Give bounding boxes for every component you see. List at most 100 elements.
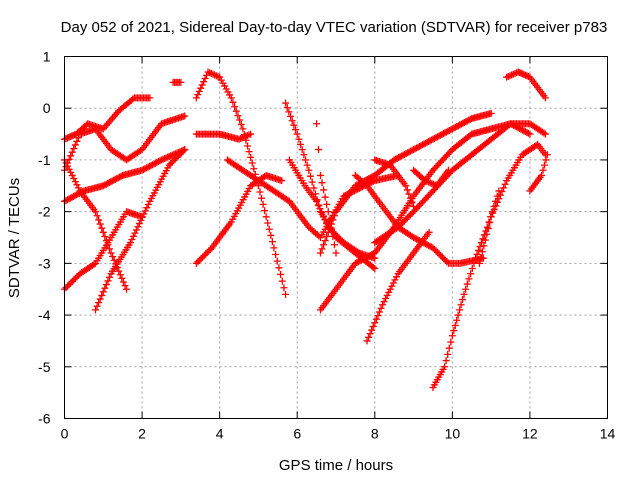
data-point [150, 160, 158, 168]
data-point [192, 259, 200, 267]
data-point [411, 145, 419, 153]
data-point [454, 311, 462, 319]
data-point [447, 126, 455, 134]
data-point [417, 142, 425, 150]
data-point [235, 135, 243, 143]
data-point [153, 158, 161, 166]
series-6 [92, 146, 189, 314]
data-point [366, 330, 374, 338]
data-point [192, 94, 200, 102]
data-point [402, 215, 410, 223]
data-point [201, 74, 209, 82]
data-point [285, 108, 293, 116]
data-point [199, 253, 207, 261]
data-point [177, 78, 185, 86]
data-point [438, 253, 446, 261]
data-point [264, 219, 272, 227]
data-point [463, 280, 471, 288]
data-point [468, 265, 476, 273]
data-point [165, 161, 173, 169]
data-point [315, 146, 323, 154]
y-tick-label: -5 [38, 359, 51, 375]
data-point [104, 277, 112, 285]
data-point [227, 94, 235, 102]
data-point [195, 87, 203, 95]
data-point [501, 180, 509, 188]
data-point [423, 241, 431, 249]
data-point [315, 232, 323, 240]
data-point [324, 228, 332, 236]
data-point [67, 168, 75, 176]
data-point [161, 155, 169, 163]
data-point [413, 235, 421, 243]
data-point [434, 248, 442, 256]
data-point [360, 255, 368, 263]
data-point [505, 121, 513, 129]
data-point [104, 179, 112, 187]
data-point [405, 190, 413, 198]
data-point [316, 205, 324, 213]
data-point [377, 304, 385, 312]
data-point [324, 208, 332, 216]
x-tick-label: 6 [293, 426, 301, 442]
data-point [214, 72, 222, 80]
data-point [356, 257, 364, 265]
data-point [431, 181, 439, 189]
series-15 [316, 109, 495, 257]
data-point [109, 253, 117, 261]
data-point [270, 244, 278, 252]
data-point [416, 201, 424, 209]
data-point [467, 270, 475, 278]
data-point [247, 130, 255, 138]
data-point [65, 281, 73, 289]
data-point [140, 210, 148, 218]
data-point [540, 129, 548, 137]
data-point [323, 232, 331, 240]
data-point [283, 103, 291, 111]
data-point [268, 238, 276, 246]
data-point [419, 198, 427, 206]
data-point [330, 241, 338, 249]
data-point [64, 162, 72, 170]
series-25 [526, 151, 551, 195]
data-point [460, 290, 468, 298]
data-point [206, 245, 214, 253]
x-tick-label: 10 [445, 426, 461, 442]
data-point [504, 72, 512, 80]
data-point [126, 239, 134, 247]
data-point [441, 154, 449, 162]
data-point [408, 209, 416, 217]
data-point [313, 197, 321, 205]
data-point [392, 155, 400, 163]
data-point [484, 224, 492, 232]
data-point [262, 213, 270, 221]
data-point [371, 265, 379, 273]
data-point [72, 191, 80, 199]
data-point [272, 250, 280, 258]
data-point [237, 120, 245, 128]
data-point [261, 207, 269, 215]
data-point [438, 130, 446, 138]
data-point [319, 212, 327, 220]
data-point [231, 103, 239, 111]
data-point [66, 194, 74, 202]
data-point [90, 260, 98, 268]
data-point [129, 95, 137, 103]
data-point [374, 312, 382, 320]
data-point [399, 151, 407, 159]
data-point [102, 180, 110, 188]
data-point [443, 258, 451, 266]
data-point [450, 327, 458, 335]
data-point [74, 134, 82, 142]
y-tick-label: -2 [38, 204, 51, 220]
data-point [146, 94, 154, 102]
data-point [119, 278, 127, 286]
data-point [144, 200, 152, 208]
data-point [403, 214, 411, 222]
data-point [410, 146, 418, 154]
data-point [407, 147, 415, 155]
data-point [207, 69, 215, 77]
data-point [156, 157, 164, 165]
data-point [175, 152, 183, 160]
data-point [164, 153, 172, 161]
